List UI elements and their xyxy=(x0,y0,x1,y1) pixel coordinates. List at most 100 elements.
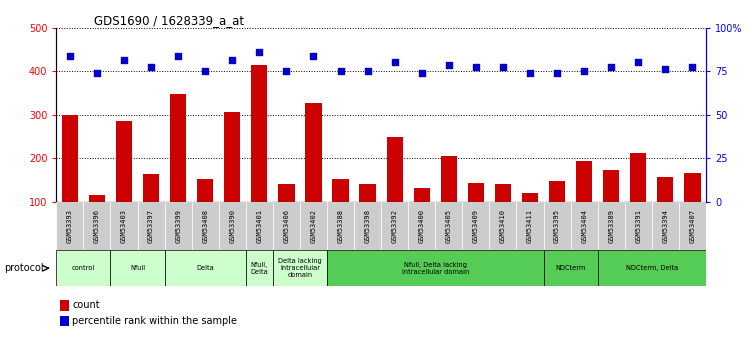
Text: GSM53392: GSM53392 xyxy=(392,209,398,243)
Bar xyxy=(571,202,598,250)
Point xyxy=(578,68,590,74)
Text: GSM53405: GSM53405 xyxy=(446,209,452,243)
Bar xyxy=(327,202,354,250)
Bar xyxy=(164,250,246,286)
Bar xyxy=(164,202,192,250)
Text: percentile rank within the sample: percentile rank within the sample xyxy=(72,316,237,326)
Bar xyxy=(143,174,159,245)
Point xyxy=(470,64,482,70)
Bar xyxy=(360,185,376,245)
Bar xyxy=(333,179,348,245)
Bar xyxy=(327,250,544,286)
Bar xyxy=(381,202,409,250)
Bar xyxy=(246,202,273,250)
Text: GSM53401: GSM53401 xyxy=(256,209,262,243)
Bar xyxy=(679,202,706,250)
Text: control: control xyxy=(72,265,95,271)
Point xyxy=(443,62,455,67)
Point xyxy=(226,58,238,63)
Point xyxy=(659,66,671,72)
Text: GSM53408: GSM53408 xyxy=(202,209,208,243)
Bar xyxy=(490,202,517,250)
Point xyxy=(307,53,319,59)
Bar xyxy=(603,170,620,245)
Bar xyxy=(170,94,186,245)
Point xyxy=(389,60,401,65)
Point xyxy=(497,64,509,70)
Bar xyxy=(463,202,490,250)
Text: GSM53402: GSM53402 xyxy=(310,209,316,243)
Point xyxy=(551,71,563,76)
Text: Nfull,
Delta: Nfull, Delta xyxy=(250,262,268,275)
Bar xyxy=(517,202,544,250)
Bar xyxy=(544,202,571,250)
Point xyxy=(686,64,698,70)
Bar xyxy=(657,177,674,245)
Text: GSM53394: GSM53394 xyxy=(662,209,668,243)
Bar xyxy=(273,250,327,286)
Text: GSM53400: GSM53400 xyxy=(419,209,425,243)
Text: protocol: protocol xyxy=(4,263,44,273)
Text: GSM53407: GSM53407 xyxy=(689,209,695,243)
Point xyxy=(280,68,292,74)
Text: GSM53397: GSM53397 xyxy=(148,209,154,243)
Bar xyxy=(630,152,647,245)
Text: GSM53404: GSM53404 xyxy=(581,209,587,243)
Bar xyxy=(192,202,219,250)
Bar xyxy=(56,250,110,286)
Bar xyxy=(684,172,701,245)
Text: GSM53390: GSM53390 xyxy=(229,209,235,243)
Bar xyxy=(116,121,132,245)
Bar xyxy=(625,202,652,250)
Bar xyxy=(306,102,321,245)
Point xyxy=(145,64,157,70)
Point xyxy=(118,58,130,63)
Text: GSM53409: GSM53409 xyxy=(473,209,479,243)
Bar xyxy=(544,250,598,286)
Bar xyxy=(598,202,625,250)
Text: GSM53410: GSM53410 xyxy=(500,209,506,243)
Bar xyxy=(110,250,164,286)
Text: GSM53389: GSM53389 xyxy=(608,209,614,243)
Bar xyxy=(436,202,463,250)
Bar xyxy=(56,202,83,250)
Point xyxy=(91,71,103,76)
Bar xyxy=(387,137,403,245)
Bar xyxy=(279,185,294,245)
Text: GSM53388: GSM53388 xyxy=(337,209,343,243)
Bar xyxy=(246,250,273,286)
Bar xyxy=(62,115,78,245)
Text: Nfull, Delta lacking
intracellular domain: Nfull, Delta lacking intracellular domai… xyxy=(402,262,469,275)
Text: GSM53403: GSM53403 xyxy=(121,209,127,243)
Bar xyxy=(110,202,137,250)
Bar xyxy=(652,202,679,250)
Text: GSM53411: GSM53411 xyxy=(527,209,533,243)
Text: GSM53393: GSM53393 xyxy=(67,209,73,243)
Text: GDS1690 / 1628339_a_at: GDS1690 / 1628339_a_at xyxy=(94,14,244,27)
Point xyxy=(605,64,617,70)
Text: GSM53395: GSM53395 xyxy=(554,209,560,243)
Bar xyxy=(441,156,457,245)
Point xyxy=(253,49,265,54)
Text: Delta lacking
intracellular
domain: Delta lacking intracellular domain xyxy=(278,258,322,278)
Point xyxy=(416,71,428,76)
Bar xyxy=(598,250,706,286)
Text: count: count xyxy=(72,300,100,310)
Bar xyxy=(224,112,240,245)
Point xyxy=(524,71,536,76)
Bar xyxy=(414,188,430,245)
Point xyxy=(199,68,211,74)
Bar xyxy=(468,183,484,245)
Text: Nfull: Nfull xyxy=(130,265,145,271)
Point xyxy=(64,53,76,59)
Text: NDCterm: NDCterm xyxy=(556,265,586,271)
Text: GSM53391: GSM53391 xyxy=(635,209,641,243)
Bar xyxy=(409,202,436,250)
Bar xyxy=(354,202,382,250)
Bar xyxy=(522,193,538,245)
Bar xyxy=(89,195,105,245)
Point xyxy=(172,53,184,59)
Point xyxy=(632,60,644,65)
Bar xyxy=(137,202,164,250)
Text: Delta: Delta xyxy=(196,265,214,271)
